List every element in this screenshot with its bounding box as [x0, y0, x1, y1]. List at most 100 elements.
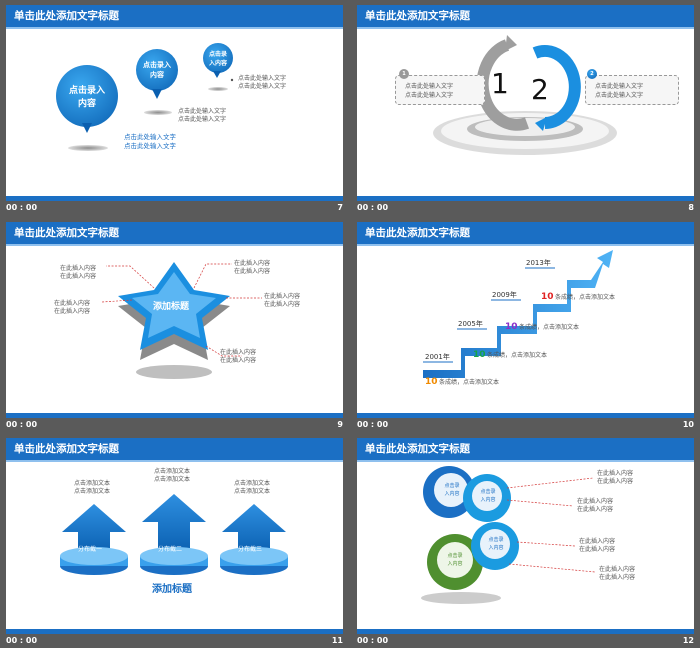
text-line: 点击此处输入文字 — [238, 75, 287, 82]
stat-count: 10 — [541, 292, 554, 302]
bubble-pin — [152, 89, 162, 99]
slide-duration: 00 : 00 — [6, 203, 38, 212]
text-line: 在此插入内容 — [54, 300, 91, 307]
right-callout-box — [585, 75, 679, 105]
star-graphic — [101, 262, 262, 379]
slide-number: 10 — [682, 420, 694, 429]
text-line: 在此插入内容 — [579, 546, 616, 553]
text-line: 在此插入内容 — [234, 260, 271, 267]
left-callout-box — [395, 75, 485, 105]
year-label: 2005年 — [458, 320, 483, 328]
text-line: 点击此处输入文字 — [595, 83, 644, 90]
footer-bar — [357, 413, 694, 418]
header-divider — [6, 27, 343, 29]
stat-text: 条成绩，点击添加文本 — [519, 324, 580, 331]
text-line: 点击添加文本 — [234, 488, 271, 495]
stat-count: 10 — [425, 377, 438, 387]
right-callout-badge: 2 — [587, 69, 597, 79]
ring-number-1: 1 — [491, 67, 509, 100]
bubble-small: 点击录入内容 — [203, 43, 233, 73]
slide-number: 12 — [682, 636, 694, 645]
year-label: 2001年 — [425, 353, 450, 361]
stat-count: 10 — [473, 350, 486, 360]
bottom-title: 添加标题 — [152, 584, 192, 595]
header-divider — [357, 27, 694, 29]
stat-text: 条成绩，点击添加文本 — [439, 379, 500, 386]
text-line: 点击添加文本 — [74, 488, 111, 495]
slide-title: 单击此处添加文字标题 — [357, 438, 694, 460]
slide-thumbnail-8[interactable]: 单击此处添加文字标题 1 2 1 点击此处输入文字 点击此处输入文字 2 点击此… — [357, 5, 694, 201]
stat-text: 条成绩，点击添加文本 — [555, 294, 616, 301]
text-line: 点击此处输入文字 — [124, 142, 176, 150]
header-divider — [6, 460, 343, 462]
text-line: 在此插入内容 — [577, 498, 614, 505]
header-divider — [357, 460, 694, 462]
text-line: 点击此处输入文字 — [238, 83, 287, 90]
text-line: 点击此处输入文字 — [405, 92, 454, 99]
text-line: 在此插入内容 — [220, 349, 257, 356]
stair-arrow-graphic — [423, 250, 613, 378]
slide-thumbnail-12[interactable]: 单击此处添加文字标题 点击录入内容 点击录入内容 点击录入内容 点击录入内容 在… — [357, 438, 694, 634]
circle-label: 点击录入内容 — [447, 553, 463, 567]
footer-bar — [357, 196, 694, 201]
bubble-medium: 点击录入内容 — [136, 49, 178, 91]
text-line: 点击此处输入文字 — [595, 92, 644, 99]
slide-title: 单击此处添加文字标题 — [6, 5, 343, 27]
text-line: 在此插入内容 — [577, 506, 614, 513]
arrow-pedestals-graphic — [60, 494, 288, 575]
stat-text: 条成绩，点击添加文本 — [487, 352, 548, 359]
footer-bar — [6, 413, 343, 418]
text-line: 在此插入内容 — [220, 357, 257, 364]
left-callout-badge: 1 — [399, 69, 409, 79]
slide-footer: 00 : 00 10 — [357, 418, 694, 432]
circles-graphic — [421, 466, 596, 604]
bullet-dots — [230, 78, 234, 82]
bubble-shadow — [68, 145, 108, 151]
slide-thumbnail-7[interactable]: 单击此处添加文字标题 点击录入内容 点击录入内容 点击录入内容 点击此处输入文字… — [6, 5, 343, 201]
circle-label: 点击录入内容 — [488, 537, 504, 551]
circle-label: 点击录入内容 — [480, 489, 496, 503]
slide-duration: 00 : 00 — [357, 636, 389, 645]
header-divider — [6, 244, 343, 246]
slide-duration: 00 : 00 — [357, 420, 389, 429]
text-line: 在此插入内容 — [264, 293, 301, 300]
slide-footer: 00 : 00 12 — [357, 634, 694, 648]
footer-bar — [6, 196, 343, 201]
slide-thumbnail-11[interactable]: 单击此处添加文字标题 点击添加文本 点击添加文本 点击添加文本 点击 — [6, 438, 343, 634]
bubble-pin — [82, 123, 92, 133]
text-line: 在此插入内容 — [599, 574, 636, 581]
text-line: 点击此处输入文字 — [124, 133, 176, 141]
bubble-label: 点击录入内容 — [143, 61, 171, 79]
text-line: 点击此处输入文字 — [405, 83, 454, 90]
slide-title: 单击此处添加文字标题 — [357, 222, 694, 244]
footer-bar — [357, 629, 694, 634]
text-line: 在此插入内容 — [264, 301, 301, 308]
bubble-large: 点击录入内容 — [56, 65, 118, 127]
text-line: 在此插入内容 — [60, 273, 97, 280]
slide-number: 11 — [331, 636, 343, 645]
text-line: 在此插入内容 — [60, 265, 97, 272]
slide-thumbnail-10[interactable]: 单击此处添加文字标题 2001年 2005年 2009年 2013年 10 条成… — [357, 222, 694, 418]
pedestal-label: 分布截一 — [78, 546, 103, 553]
slide-title: 单击此处添加文字标题 — [6, 222, 343, 244]
text-line: 点击此处输入文字 — [178, 108, 227, 115]
slide-title: 单击此处添加文字标题 — [6, 438, 343, 460]
bubble-shadow — [144, 110, 172, 115]
slide-duration: 00 : 00 — [6, 636, 38, 645]
circle-label: 点击录入内容 — [444, 483, 460, 497]
bubble-label: 点击录入内容 — [68, 86, 105, 109]
text-line: 点击添加文本 — [74, 480, 111, 487]
pedestal-label: 分布截二 — [158, 546, 183, 553]
bubble-shadow — [208, 87, 228, 91]
slide-thumbnail-9[interactable]: 单击此处添加文字标题 添加标题 在此插入内容 在此插入内容 在此插入内容 在此插… — [6, 222, 343, 418]
slide-number: 7 — [337, 203, 343, 212]
stat-count: 10 — [505, 322, 518, 332]
slide-footer: 00 : 00 7 — [6, 201, 343, 215]
slide-footer: 00 : 00 8 — [357, 201, 694, 215]
text-line: 点击添加文本 — [234, 480, 271, 487]
slide-title: 单击此处添加文字标题 — [357, 5, 694, 27]
slide-duration: 00 : 00 — [6, 420, 38, 429]
text-line: 在此插入内容 — [54, 308, 91, 315]
footer-bar — [6, 629, 343, 634]
header-divider — [357, 244, 694, 246]
